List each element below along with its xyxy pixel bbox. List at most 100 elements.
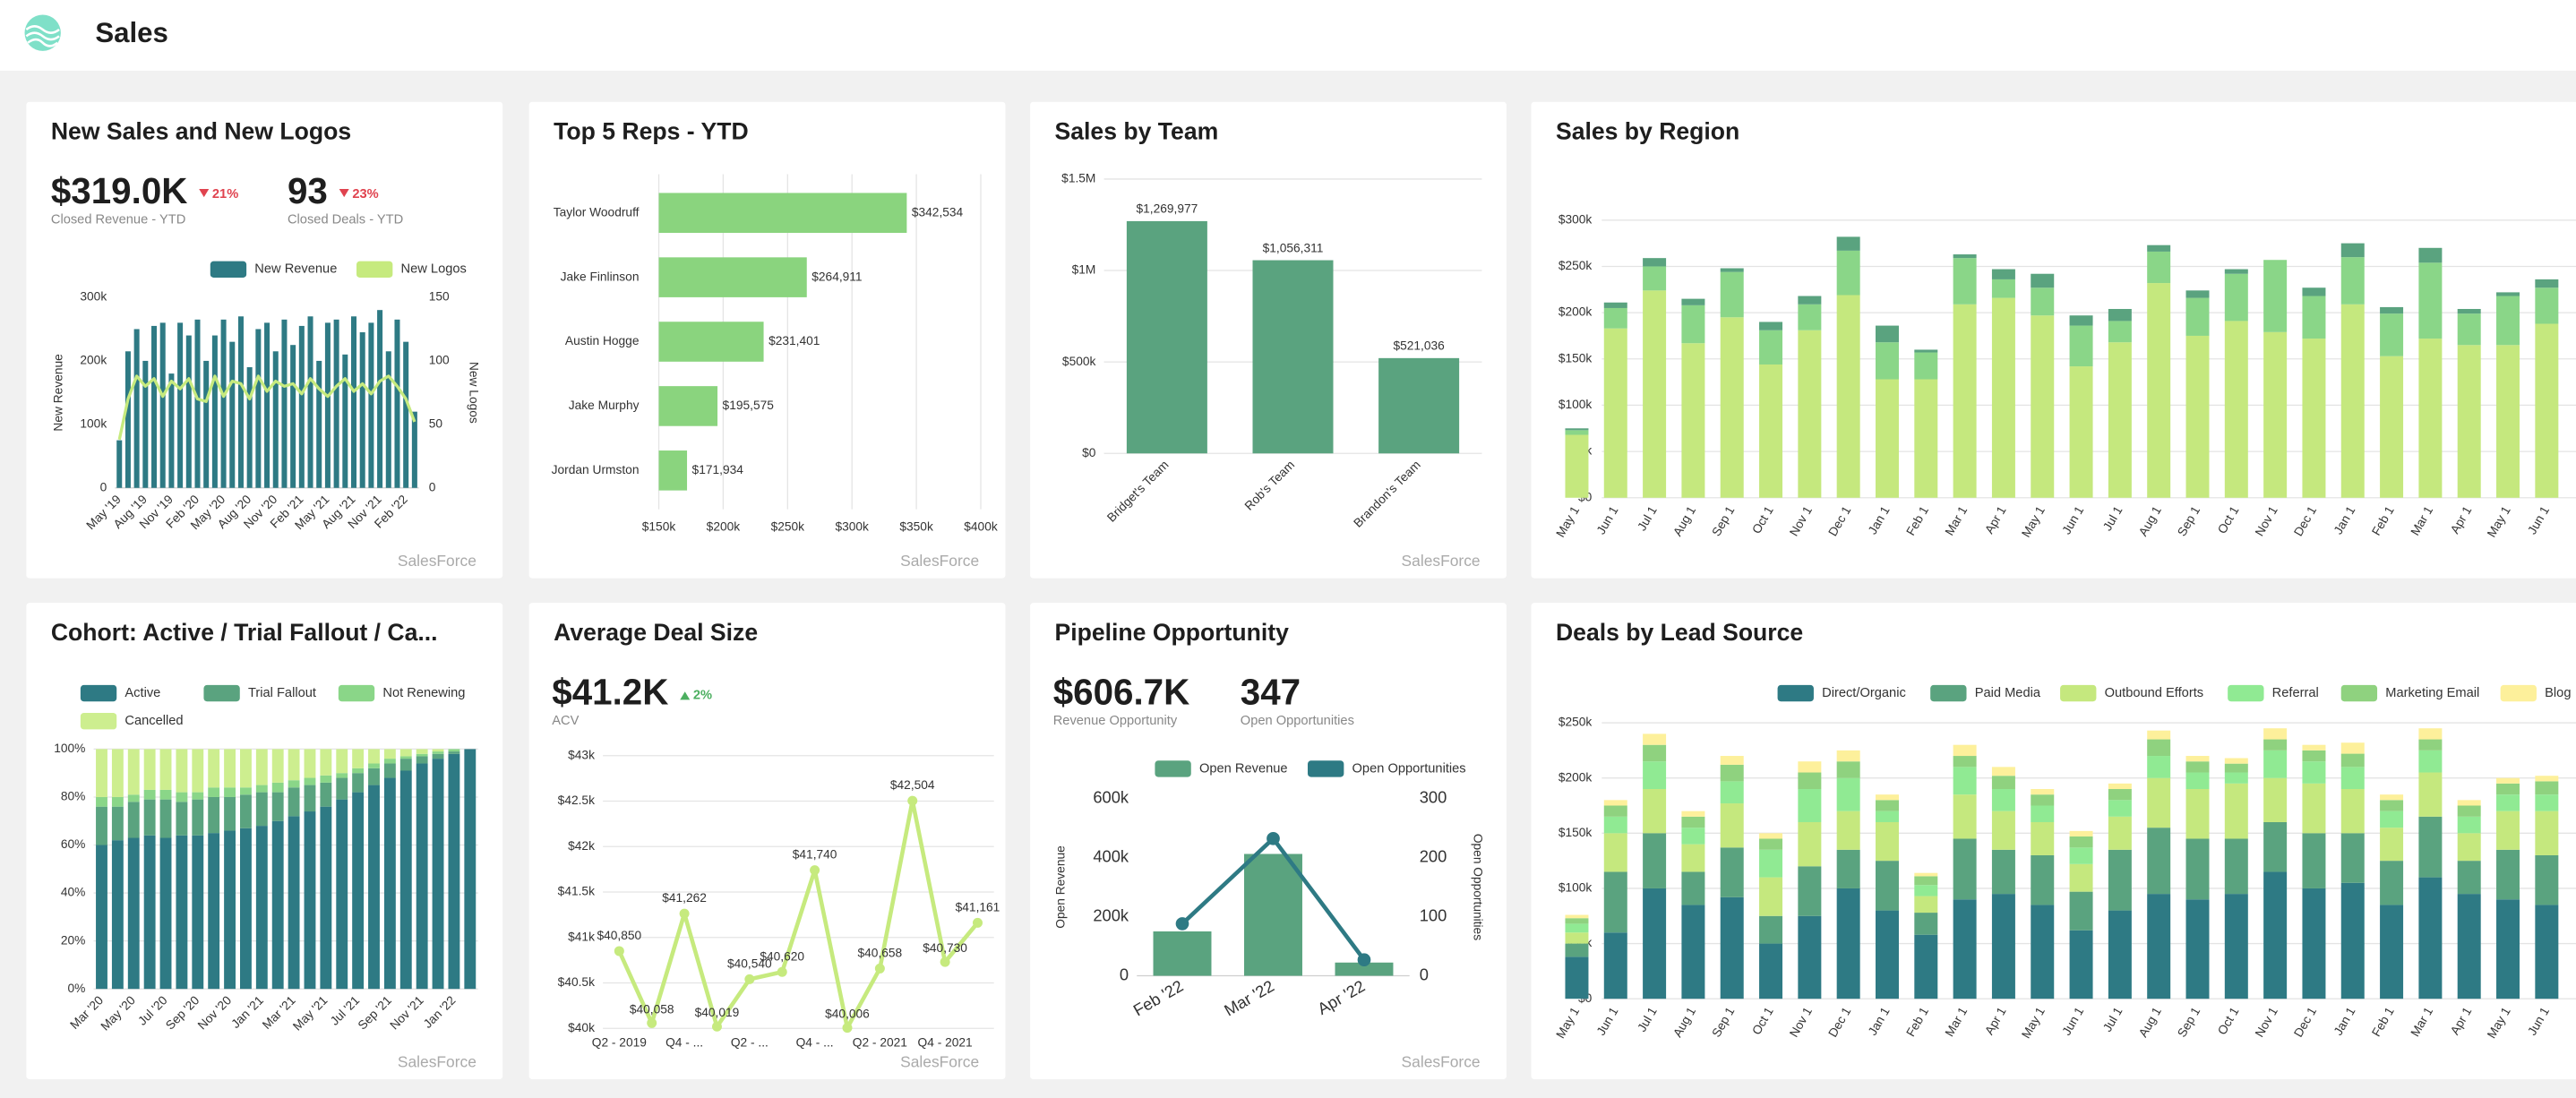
bar-segment xyxy=(1603,833,1627,872)
legend-swatch xyxy=(1308,760,1344,777)
bar-segment xyxy=(416,756,428,764)
bar-segment xyxy=(1759,877,1783,916)
bar-segment xyxy=(1836,236,1860,251)
bar-segment xyxy=(1798,296,1822,305)
y2-axis-title: Open Opportunities xyxy=(1471,834,1484,940)
point xyxy=(614,946,624,956)
y2-axis-title: New Logos xyxy=(468,362,481,424)
bar-segment xyxy=(1836,849,1860,888)
bar-segment xyxy=(448,749,460,752)
kpi-value: $606.7K xyxy=(1053,672,1190,713)
y-tick-label: $200k xyxy=(1558,770,1593,784)
value-label: $1,269,977 xyxy=(1136,202,1198,216)
y-tick-label: Taylor Woodruff xyxy=(554,205,640,219)
legend-swatch xyxy=(1155,760,1191,777)
value-label: $231,401 xyxy=(769,334,820,347)
bar-segment xyxy=(1991,297,2015,498)
bar-segment xyxy=(383,763,396,778)
bar-segment xyxy=(1759,838,1783,850)
bar-segment xyxy=(399,759,412,771)
bar-segment xyxy=(1720,847,1744,897)
legend-swatch xyxy=(356,261,393,278)
bar-segment xyxy=(127,802,140,838)
bar-segment xyxy=(2457,345,2481,498)
bar xyxy=(237,316,244,488)
bar-segment xyxy=(304,785,316,812)
bar-segment xyxy=(240,749,252,788)
y2-tick-label: 300 xyxy=(1420,787,1447,806)
bar-segment xyxy=(1798,772,1822,790)
bar-segment xyxy=(1603,328,1627,498)
bar-segment xyxy=(1759,849,1783,878)
bar-segment xyxy=(1798,915,1822,999)
panel xyxy=(528,603,1006,1080)
y-tick-label: 0% xyxy=(68,982,86,995)
bar-segment xyxy=(255,792,268,827)
bar-segment xyxy=(1875,861,1899,911)
bar-segment xyxy=(2108,849,2132,911)
bar-segment xyxy=(1603,816,1627,834)
x-tick-label: Q2 - ... xyxy=(731,1035,769,1049)
bar-segment xyxy=(1759,833,1783,839)
bar-segment xyxy=(2496,783,2520,795)
source: SalesForce xyxy=(1402,552,1481,570)
kpi-caption: ACV xyxy=(552,714,579,728)
bar-segment xyxy=(2069,315,2093,326)
bar-segment xyxy=(1759,364,1783,498)
bar-segment xyxy=(2340,833,2365,883)
bar-segment xyxy=(2185,772,2210,790)
bar-segment xyxy=(159,837,172,990)
y2-tick-label: 150 xyxy=(429,290,450,304)
panel-title: Deals by Lead Source xyxy=(1556,619,1803,646)
bar-segment xyxy=(2418,247,2443,263)
bar-segment xyxy=(1603,302,1627,308)
legend-label: Direct/Organic xyxy=(1822,686,1906,700)
point xyxy=(647,1017,657,1028)
bar-segment xyxy=(2263,777,2288,822)
x-tick-label: Q2 - 2021 xyxy=(853,1035,907,1049)
y-tick-label: $300k xyxy=(1558,212,1593,226)
value-label: $40,019 xyxy=(695,1006,740,1019)
y-tick-label: $42k xyxy=(568,839,595,853)
y-tick-label: $43k xyxy=(568,748,595,761)
bar-segment xyxy=(1875,794,1899,801)
bar-segment xyxy=(2496,849,2520,900)
bar-segment xyxy=(192,749,204,793)
source: SalesForce xyxy=(900,1052,979,1070)
legend-label: New Logos xyxy=(401,262,467,277)
point xyxy=(907,795,918,806)
bar-segment xyxy=(1836,811,1860,850)
bar-segment xyxy=(2031,273,2055,288)
bar-segment xyxy=(2069,830,2093,837)
bar-segment xyxy=(368,768,380,785)
bar-segment xyxy=(143,799,156,836)
legend-swatch xyxy=(338,684,375,702)
bar-segment xyxy=(1875,811,1899,822)
bar-segment xyxy=(432,751,444,754)
bar-segment xyxy=(2031,287,2055,316)
legend-label: Marketing Email xyxy=(2385,686,2479,700)
bar xyxy=(159,322,166,488)
bar-segment xyxy=(96,749,107,797)
bar-segment xyxy=(2340,882,2365,999)
value-label: $40,850 xyxy=(597,929,641,942)
bar-segment xyxy=(383,759,396,764)
kpi-change: 23% xyxy=(352,187,378,202)
bar-segment xyxy=(159,789,172,800)
bar-segment xyxy=(2069,836,2093,848)
bar-segment xyxy=(2185,899,2210,999)
bar-segment xyxy=(1914,352,1938,380)
legend-label: Cancelled xyxy=(125,714,183,728)
y-tick-label: $1M xyxy=(1072,263,1096,277)
bar-segment xyxy=(288,787,300,817)
bar-segment xyxy=(1875,379,1899,498)
bar-segment xyxy=(2457,816,2481,834)
y-tick-label: Jake Murphy xyxy=(569,399,640,412)
legend-label: Outbound Efforts xyxy=(2105,686,2204,700)
legend-label: Blog xyxy=(2545,686,2571,700)
bar-segment xyxy=(2418,816,2443,878)
point xyxy=(679,908,690,919)
value-label: $40,540 xyxy=(727,957,772,971)
